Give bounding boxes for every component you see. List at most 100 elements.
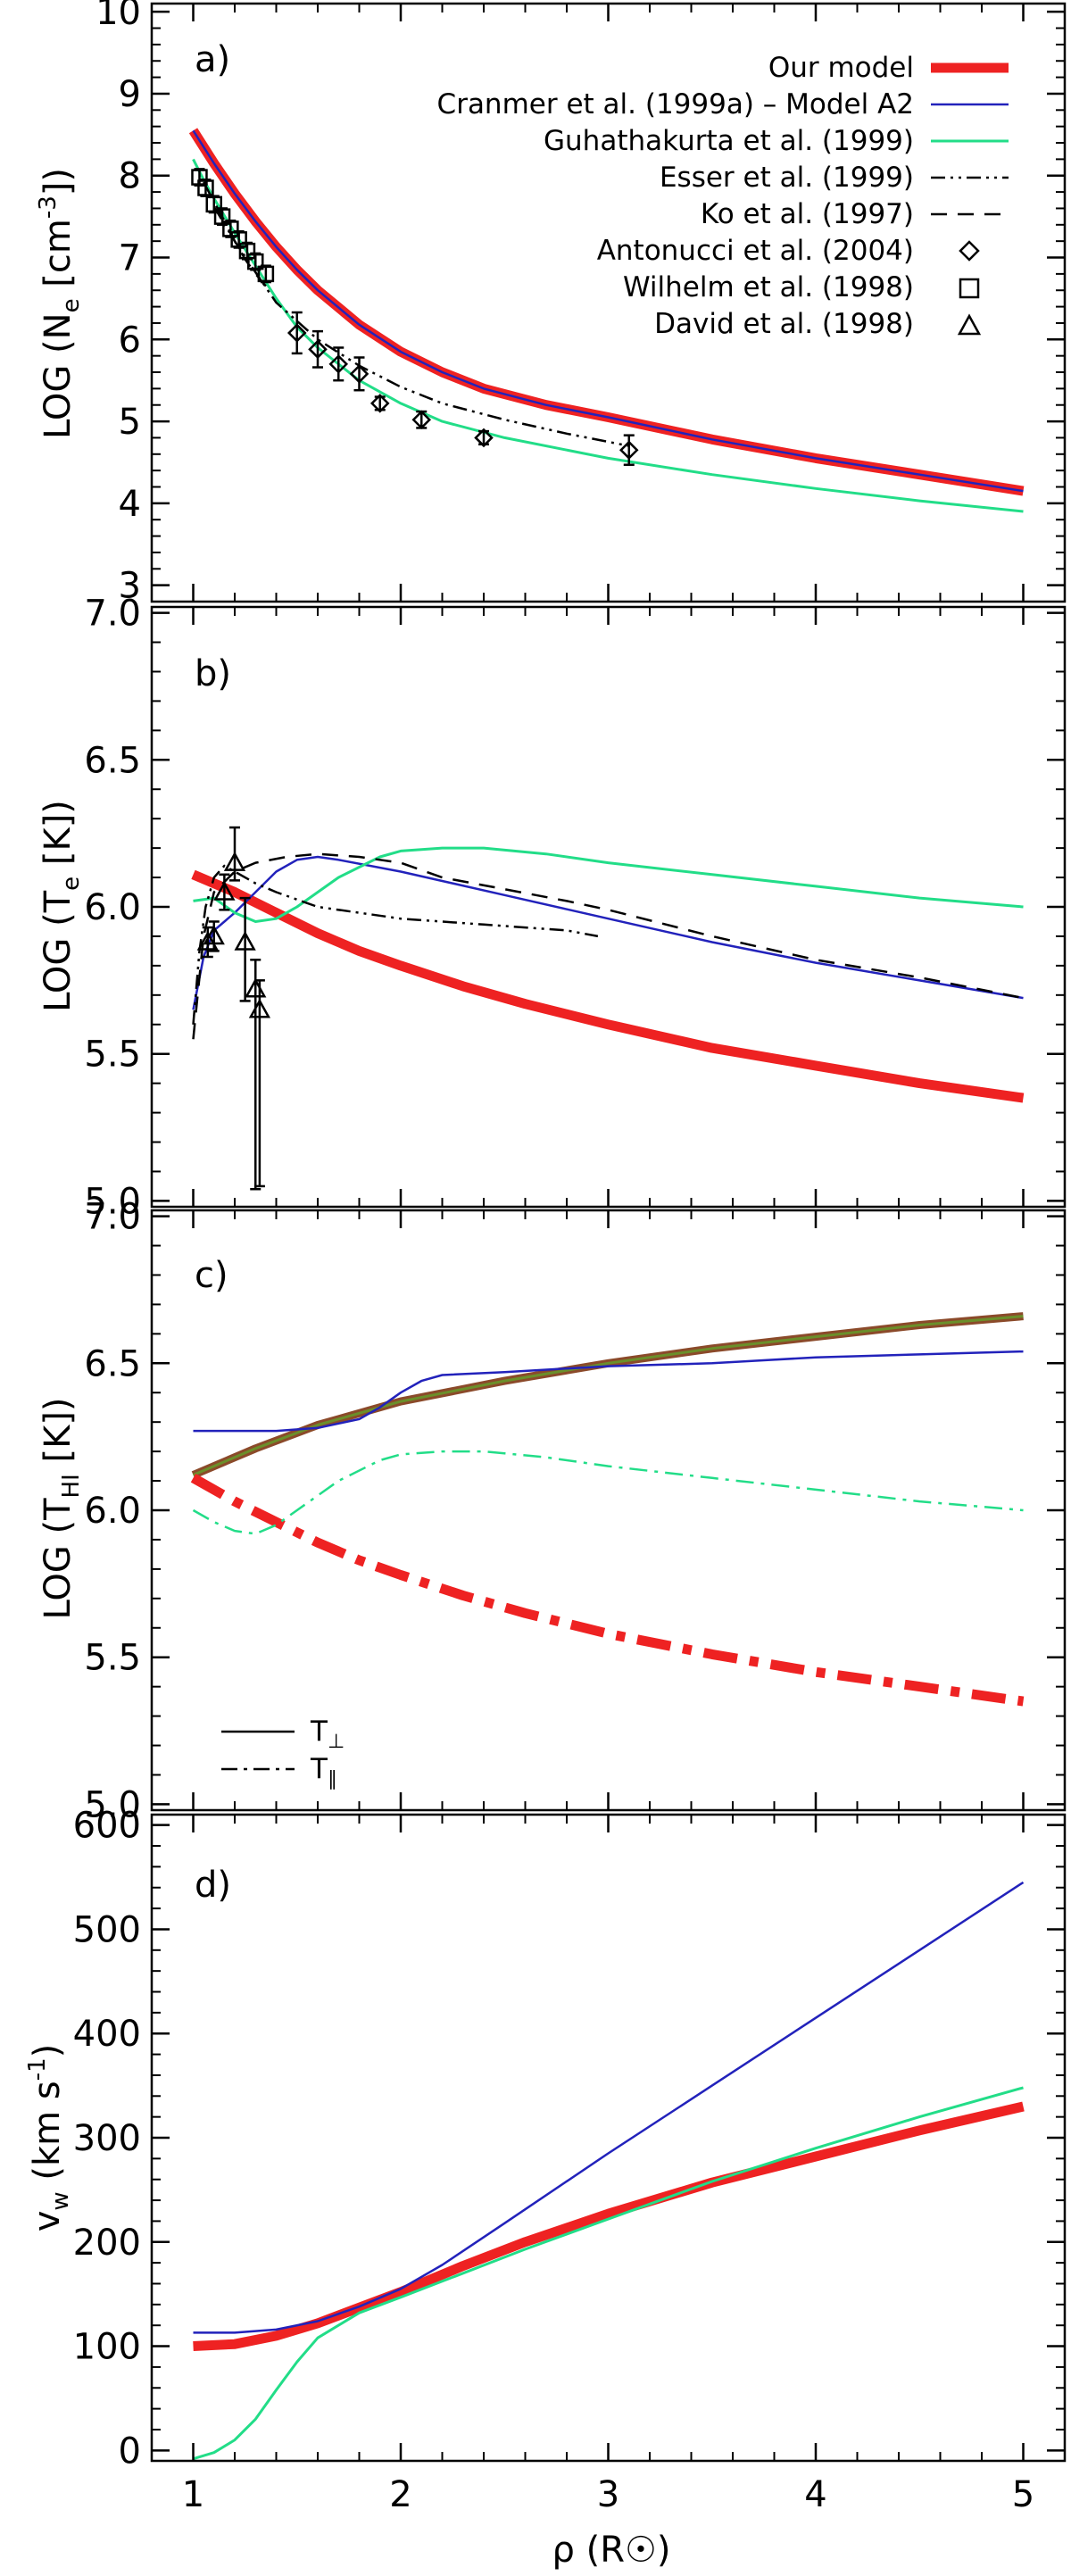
series-c-cranmer-t xyxy=(193,1350,1024,1433)
y-tick-label-d: 100 xyxy=(73,2327,141,2368)
y-tick-label-d: 200 xyxy=(73,2223,141,2264)
series-d-our-model xyxy=(193,2101,1025,2351)
series-d-guhathakurta-et-al-1999 xyxy=(193,2086,1024,2461)
panel-b-frame xyxy=(150,605,1067,1209)
y-tick-label-b: 6.0 xyxy=(84,887,141,928)
legend-label-cranmer: Cranmer et al. (1999a) – Model A2 xyxy=(437,88,914,120)
x-tick-labels: 1 2 3 4 5 xyxy=(182,2474,1034,2515)
y-tick-label-d: 300 xyxy=(73,2118,141,2159)
y-tick-label-c: 6.5 xyxy=(84,1343,141,1384)
legend-marker-triangle xyxy=(957,313,982,336)
y-tick-label-a: 5 xyxy=(119,402,141,443)
point-wilhelm-et-al-1998 xyxy=(222,220,239,237)
y-tick-label-a: 10 xyxy=(95,0,141,33)
point-wilhelm-et-al-1998 xyxy=(197,179,214,196)
series-b-cranmer-et-al-1999a-model-a2 xyxy=(192,855,1024,1010)
y-tick-label-d: 0 xyxy=(119,2431,141,2472)
legend-label-t-perp: T⊥ xyxy=(310,1716,345,1753)
x-tick-label: 3 xyxy=(597,2474,619,2515)
point-antonucci-et-al-2004 xyxy=(308,339,328,360)
panel-c-label: c) xyxy=(195,1255,228,1296)
legend-a: Our model Cranmer et al. (1999a) – Model… xyxy=(437,52,1009,340)
series-b-our-model xyxy=(191,869,1025,1103)
panel-b-ticks: 5.0 5.5 6.0 6.5 7.0 xyxy=(84,594,1066,1222)
y-tick-label-a: 8 xyxy=(119,156,141,197)
legend-label-t-par: T∥ xyxy=(310,1753,337,1791)
y-tick-label-c: 5.5 xyxy=(84,1638,141,1679)
y-tick-label-a: 9 xyxy=(119,74,141,115)
panel-b-data xyxy=(191,826,1025,1191)
point-antonucci-et-al-2004 xyxy=(411,410,432,430)
point-antonucci-et-al-2004 xyxy=(328,354,349,374)
point-david-et-al-1998 xyxy=(234,930,256,951)
panel-c-ticks: 5.0 5.5 6.0 6.5 7.0 xyxy=(84,1197,1066,1825)
point-david-et-al-1998 xyxy=(196,930,219,951)
x-tick-label: 2 xyxy=(389,2474,411,2515)
panel-c-frame xyxy=(150,1209,1067,1812)
legend-label-esser: Esser et al. (1999) xyxy=(660,162,914,194)
panel-b-label: b) xyxy=(195,653,231,694)
y-tick-label-d: 600 xyxy=(73,1806,141,1847)
point-antonucci-et-al-2004 xyxy=(619,440,639,460)
panel-c-ylabel: LOG (THI [K]) xyxy=(37,1397,85,1619)
panel-d-frame xyxy=(150,1813,1067,2463)
y-tick-label-c: 6.0 xyxy=(84,1491,141,1532)
x-tick-label: 5 xyxy=(1012,2474,1034,2515)
point-wilhelm-et-al-1998 xyxy=(247,253,264,270)
panel-c xyxy=(190,1312,1025,1707)
x-axis-label: ρ (R☉) xyxy=(552,2530,671,2571)
series-b-ko-et-al-1997 xyxy=(192,852,1024,1040)
x-tick-label: 4 xyxy=(804,2474,826,2515)
series-c-our-model-t-core xyxy=(192,1315,1024,1476)
x-tick-label: 1 xyxy=(182,2474,204,2515)
point-david-et-al-1998 xyxy=(203,925,225,945)
legend-label-ko: Ko et al. (1997) xyxy=(701,198,914,230)
series-a-ko-et-al-1997 xyxy=(202,181,267,287)
panel-b-ylabel: LOG (Te [K]) xyxy=(37,800,85,1012)
point-antonucci-et-al-2004 xyxy=(349,364,369,384)
panel-a-label: a) xyxy=(195,39,230,80)
legend-label-wilhelm: Wilhelm et al. (1998) xyxy=(623,271,914,303)
point-david-et-al-1998 xyxy=(223,852,246,871)
y-tick-label-a: 7 xyxy=(119,238,141,279)
legend-c: T⊥ T∥ xyxy=(221,1716,345,1791)
point-david-et-al-1998 xyxy=(248,998,271,1018)
panel-a-data xyxy=(188,128,1025,513)
legend-marker-diamond xyxy=(959,240,980,262)
point-antonucci-et-al-2004 xyxy=(286,323,307,343)
legend-label-david: David et al. (1998) xyxy=(654,308,914,340)
series-b-guhathakurta-et-al-1999 xyxy=(193,846,1024,923)
panel-d-ticks: 0 100 200 300 400 500 600 xyxy=(73,1806,1066,2472)
point-wilhelm-et-al-1998 xyxy=(230,231,247,248)
point-wilhelm-et-al-1998 xyxy=(205,195,222,213)
panel-d-data xyxy=(193,1881,1025,2461)
legend-label-our-model: Our model xyxy=(768,52,914,84)
series-c-guhathakurta-t xyxy=(192,1450,1024,1535)
y-tick-label-b: 6.5 xyxy=(84,740,141,781)
panel-d xyxy=(193,1881,1025,2461)
panel-b xyxy=(191,826,1025,1191)
point-wilhelm-et-al-1998 xyxy=(238,242,256,260)
panel-d-ylabel: vw (km s-1) xyxy=(24,2044,74,2232)
y-tick-label-a: 6 xyxy=(119,320,141,361)
y-tick-label-c: 7.0 xyxy=(84,1197,141,1238)
point-wilhelm-et-al-1998 xyxy=(213,208,231,225)
panel-d-label: d) xyxy=(195,1865,231,1906)
point-wilhelm-et-al-1998 xyxy=(257,265,275,283)
y-tick-label-b: 5.5 xyxy=(84,1035,141,1076)
y-tick-label-b: 5.0 xyxy=(84,1181,141,1222)
y-tick-label-d: 500 xyxy=(73,1909,141,1950)
panel-c-data xyxy=(190,1312,1025,1707)
y-tick-label-b: 7.0 xyxy=(84,594,141,635)
series-a-esser-et-al-1999 xyxy=(212,205,629,447)
panel-a xyxy=(188,128,1025,513)
legend-label-guhathakurta: Guhathakurta et al. (1999) xyxy=(544,125,914,157)
y-tick-label-a: 3 xyxy=(119,566,141,607)
y-tick-label-d: 400 xyxy=(73,2014,141,2055)
legend-label-antonucci: Antonucci et al. (2004) xyxy=(597,235,914,267)
series-c-our-model-t xyxy=(191,1312,1024,1479)
series-c-our-model-t xyxy=(190,1474,1025,1707)
series-b-esser-et-al-1999 xyxy=(192,864,599,1025)
point-david-et-al-1998 xyxy=(213,880,236,901)
